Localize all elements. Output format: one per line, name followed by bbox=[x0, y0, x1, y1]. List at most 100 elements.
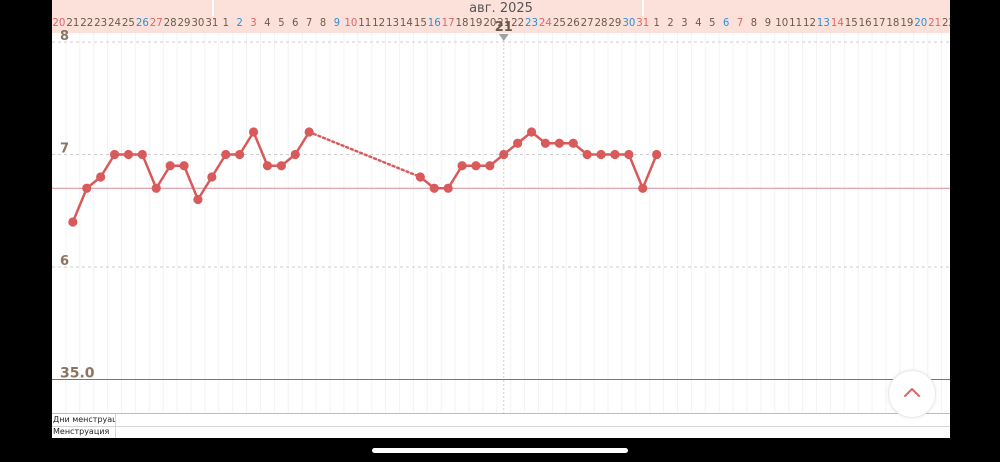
day-label: 17 bbox=[442, 17, 455, 29]
day-label: 6 bbox=[292, 16, 298, 29]
data-point bbox=[596, 149, 606, 160]
day-label: 22 bbox=[942, 17, 950, 29]
day-label: 23 bbox=[94, 17, 107, 29]
day-label: 28 bbox=[164, 17, 177, 29]
data-point bbox=[540, 138, 551, 148]
day-label: 14 bbox=[831, 17, 844, 29]
data-point bbox=[624, 149, 634, 160]
data-point bbox=[68, 217, 78, 227]
day-label: 19 bbox=[900, 17, 913, 29]
day-label: 12 bbox=[803, 17, 816, 29]
series-segment bbox=[641, 153, 658, 190]
data-point bbox=[304, 127, 314, 137]
data-point bbox=[96, 172, 106, 182]
day-label: 29 bbox=[178, 17, 191, 29]
data-point bbox=[221, 149, 231, 160]
day-label: 16 bbox=[859, 17, 872, 29]
day-label: 12 bbox=[372, 17, 385, 29]
day-label: 31 bbox=[636, 17, 649, 29]
chart-screen: авг. 2025 20 21 22 23 24 25 26 27 28 29 30 31 1 2 3 4 5 6… bbox=[52, 0, 950, 438]
data-point bbox=[610, 149, 620, 160]
day-label: 27 bbox=[150, 17, 163, 29]
day-label: 8 bbox=[320, 16, 326, 29]
y-tick-label: 35.0 bbox=[60, 366, 95, 382]
month-divider bbox=[642, 0, 644, 16]
month-divider bbox=[212, 0, 214, 16]
data-point bbox=[415, 172, 425, 182]
day-label: 26 bbox=[136, 17, 149, 29]
data-point bbox=[429, 183, 439, 193]
series-segment bbox=[141, 153, 158, 190]
day-label: 30 bbox=[191, 17, 204, 29]
series-segment bbox=[252, 130, 269, 167]
data-point bbox=[248, 127, 259, 137]
chevron-up-icon bbox=[904, 388, 920, 397]
day-label: 20 bbox=[914, 17, 927, 29]
day-label: 18 bbox=[456, 17, 469, 29]
scroll-up-button[interactable] bbox=[888, 370, 936, 418]
data-point bbox=[235, 149, 245, 160]
day-label: 1 bbox=[654, 16, 660, 29]
day-label: 2 bbox=[667, 16, 673, 29]
day-label: 5 bbox=[278, 16, 284, 29]
selected-day-marker bbox=[498, 34, 509, 41]
temperature-chart[interactable]: 20 21 22 23 24 25 26 27 28 29 30 31 1 2 3 4 5 6 7 8 9 10 11 12 1… bbox=[52, 0, 950, 413]
data-point bbox=[82, 183, 92, 193]
day-label: 25 bbox=[122, 17, 135, 29]
day-label: 8 bbox=[751, 16, 757, 29]
data-point bbox=[276, 161, 286, 171]
day-label: 13 bbox=[817, 17, 830, 29]
y-tick-label: 6 bbox=[60, 254, 69, 269]
day-label: 3 bbox=[681, 16, 687, 29]
data-point bbox=[290, 149, 300, 160]
day-label: 25 bbox=[553, 17, 566, 29]
day-label: 10 bbox=[775, 17, 788, 29]
data-point bbox=[471, 161, 481, 171]
day-label: 15 bbox=[414, 17, 427, 29]
day-label: 6 bbox=[723, 16, 729, 29]
day-label: 9 bbox=[765, 16, 771, 29]
home-indicator[interactable] bbox=[372, 448, 628, 453]
y-tick-label: 8 bbox=[60, 29, 69, 44]
data-point bbox=[109, 149, 120, 160]
day-label: 9 bbox=[334, 16, 340, 29]
day-label: 21 bbox=[497, 17, 510, 29]
data-point bbox=[443, 183, 453, 193]
data-point bbox=[499, 149, 509, 160]
data-point bbox=[151, 183, 161, 193]
data-point bbox=[485, 161, 495, 171]
menstrual-days-row[interactable]: Дни менструац bbox=[52, 414, 950, 427]
day-label: 26 bbox=[567, 17, 580, 29]
day-label: 19 bbox=[469, 17, 482, 29]
day-label: 23 bbox=[525, 17, 538, 29]
day-label: 21 bbox=[928, 17, 941, 29]
day-label: 21 bbox=[66, 17, 79, 29]
day-label: 30 bbox=[622, 17, 635, 29]
day-label: 1 bbox=[223, 16, 229, 29]
data-point bbox=[554, 138, 564, 148]
data-point bbox=[513, 138, 523, 148]
y-tick-label: 7 bbox=[60, 142, 69, 157]
day-label: 3 bbox=[250, 16, 256, 29]
series-segment bbox=[71, 187, 88, 224]
day-label: 22 bbox=[511, 17, 524, 29]
day-label: 10 bbox=[344, 17, 357, 29]
data-point bbox=[457, 161, 467, 171]
menstruation-row[interactable]: Менструация bbox=[52, 426, 950, 438]
day-label: 2 bbox=[237, 16, 243, 29]
day-label: 7 bbox=[737, 16, 743, 29]
cycle-table: Дни менструац Менструация bbox=[52, 413, 950, 438]
data-point bbox=[193, 194, 203, 205]
data-point bbox=[526, 127, 537, 137]
data-point bbox=[165, 161, 175, 171]
data-point bbox=[652, 149, 662, 160]
data-point bbox=[568, 138, 578, 148]
month-title: авг. 2025 bbox=[469, 1, 533, 16]
day-label: 14 bbox=[400, 17, 413, 29]
data-point bbox=[262, 161, 273, 171]
day-label: 4 bbox=[264, 16, 270, 29]
day-label: 31 bbox=[205, 17, 218, 29]
day-label: 18 bbox=[886, 17, 899, 29]
day-label: 5 bbox=[709, 16, 715, 29]
series-gap-segment bbox=[307, 130, 422, 179]
